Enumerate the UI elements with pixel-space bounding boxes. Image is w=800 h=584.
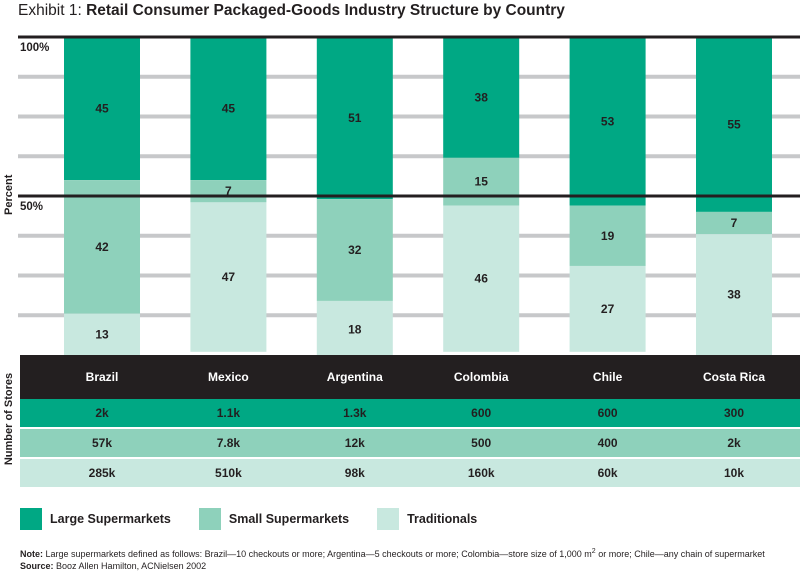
source-text: Booz Allen Hamilton, ACNielsen 2002 bbox=[56, 561, 207, 571]
stores-cell: 500 bbox=[471, 436, 491, 450]
legend-label-small: Small Supermarkets bbox=[228, 512, 350, 526]
bar-large-costa-rica bbox=[696, 37, 772, 212]
stores-cell: 1.3k bbox=[343, 406, 367, 420]
x-tick-label: Costa Rica bbox=[703, 370, 765, 384]
stores-cell: 10k bbox=[724, 466, 744, 480]
data-label: 55 bbox=[727, 117, 741, 131]
bar-traditional-argentina bbox=[316, 300, 393, 359]
stores-cell: 2k bbox=[727, 436, 741, 450]
stores-cell: 600 bbox=[598, 406, 618, 420]
data-label: 38 bbox=[475, 90, 489, 104]
bar-large-mexico bbox=[190, 37, 267, 181]
stores-cell: 510k bbox=[215, 466, 242, 480]
bar-large-chile bbox=[569, 37, 646, 206]
data-label: 53 bbox=[601, 114, 615, 128]
data-label: 13 bbox=[95, 327, 109, 341]
bar-large-brazil bbox=[64, 37, 140, 181]
stores-cell: 2k bbox=[95, 406, 109, 420]
legend-item-small: Small Supermarkets bbox=[198, 508, 350, 530]
x-tick-label: Argentina bbox=[327, 370, 383, 384]
bar-traditional-chile bbox=[569, 265, 646, 352]
bar-traditional-brazil bbox=[64, 313, 140, 355]
bar-large-colombia bbox=[443, 37, 520, 158]
stores-cell: 285k bbox=[89, 466, 116, 480]
bar-small-chile bbox=[569, 205, 646, 266]
stores-row-traditional bbox=[20, 459, 800, 487]
y-tick-label: 100% bbox=[20, 42, 49, 54]
note-text: Large supermarkets defined as follows: B… bbox=[45, 549, 592, 559]
data-label: 46 bbox=[475, 272, 489, 286]
stores-row-large bbox=[20, 399, 800, 427]
x-tick-label: Brazil bbox=[86, 370, 119, 384]
title-main: Retail Consumer Packaged-Goods Industry … bbox=[86, 2, 565, 19]
stores-cell: 12k bbox=[345, 436, 365, 450]
data-label: 27 bbox=[601, 302, 615, 316]
data-label: 15 bbox=[475, 175, 489, 189]
y-tick-label: 50% bbox=[20, 201, 43, 213]
chart-title: Exhibit 1: Retail Consumer Packaged-Good… bbox=[18, 2, 565, 20]
note-text-end: or more; Chile—any chain of supermarket bbox=[595, 549, 765, 559]
legend-item-traditional: Traditionals bbox=[377, 508, 477, 530]
legend-swatch-traditional bbox=[377, 508, 400, 530]
stores-cell: 1.1k bbox=[217, 406, 241, 420]
stores-cell: 60k bbox=[598, 466, 618, 480]
data-label: 19 bbox=[601, 229, 615, 243]
footnote: Note: Large supermarkets defined as foll… bbox=[20, 546, 780, 572]
legend-swatch-large bbox=[20, 508, 42, 530]
note-label: Note: bbox=[20, 549, 43, 559]
stores-cell: 600 bbox=[471, 406, 491, 420]
bar-small-costa-rica bbox=[696, 211, 772, 235]
x-tick-label: Mexico bbox=[208, 370, 249, 384]
title-lead: Exhibit 1: bbox=[18, 2, 87, 19]
data-label: 51 bbox=[348, 111, 362, 125]
stores-cell: 160k bbox=[468, 466, 495, 480]
stores-row-small bbox=[20, 429, 800, 457]
legend-label-traditional: Traditionals bbox=[407, 512, 478, 526]
table-header-row bbox=[20, 355, 800, 399]
note-line: Note: Large supermarkets defined as foll… bbox=[20, 546, 780, 560]
data-label: 45 bbox=[95, 102, 109, 116]
data-label: 7 bbox=[225, 184, 232, 198]
stores-cell: 7.8k bbox=[217, 436, 241, 450]
x-tick-label: Colombia bbox=[454, 370, 509, 384]
stores-cell: 400 bbox=[598, 436, 618, 450]
note-sup: 2 bbox=[591, 548, 596, 555]
data-label: 42 bbox=[95, 240, 109, 254]
stores-cell: 57k bbox=[92, 436, 112, 450]
legend-swatch-small bbox=[198, 508, 221, 530]
data-label: 7 bbox=[731, 216, 738, 230]
x-tick-label: Chile bbox=[593, 370, 623, 384]
bar-traditional-colombia bbox=[443, 205, 520, 352]
bar-large-argentina bbox=[316, 37, 393, 200]
stores-cell: 300 bbox=[724, 406, 744, 420]
source-label: Source: bbox=[20, 561, 54, 571]
bar-traditional-mexico bbox=[190, 202, 267, 352]
bar-small-brazil bbox=[64, 180, 140, 314]
data-label: 38 bbox=[727, 288, 741, 302]
stores-cell: 98k bbox=[345, 466, 365, 480]
data-label: 18 bbox=[348, 323, 362, 337]
data-label: 32 bbox=[348, 243, 362, 257]
bar-small-argentina bbox=[316, 199, 393, 301]
chart-area: 45 42 13 45 7 47 51 32 18 38 15 46 53 19 27 55 7 38 100% 50… bbox=[18, 35, 800, 487]
legend: Large Supermarkets Small Supermarkets Tr… bbox=[20, 508, 505, 530]
legend-label-large: Large Supermarkets bbox=[50, 512, 171, 526]
data-label: 47 bbox=[222, 270, 236, 284]
source-line: Source: Booz Allen Hamilton, ACNielsen 2… bbox=[20, 560, 780, 572]
bar-traditional-costa-rica bbox=[696, 234, 772, 355]
bar-small-colombia bbox=[443, 157, 520, 206]
data-label: 45 bbox=[222, 102, 236, 116]
legend-item-large: Large Supermarkets bbox=[20, 508, 171, 530]
